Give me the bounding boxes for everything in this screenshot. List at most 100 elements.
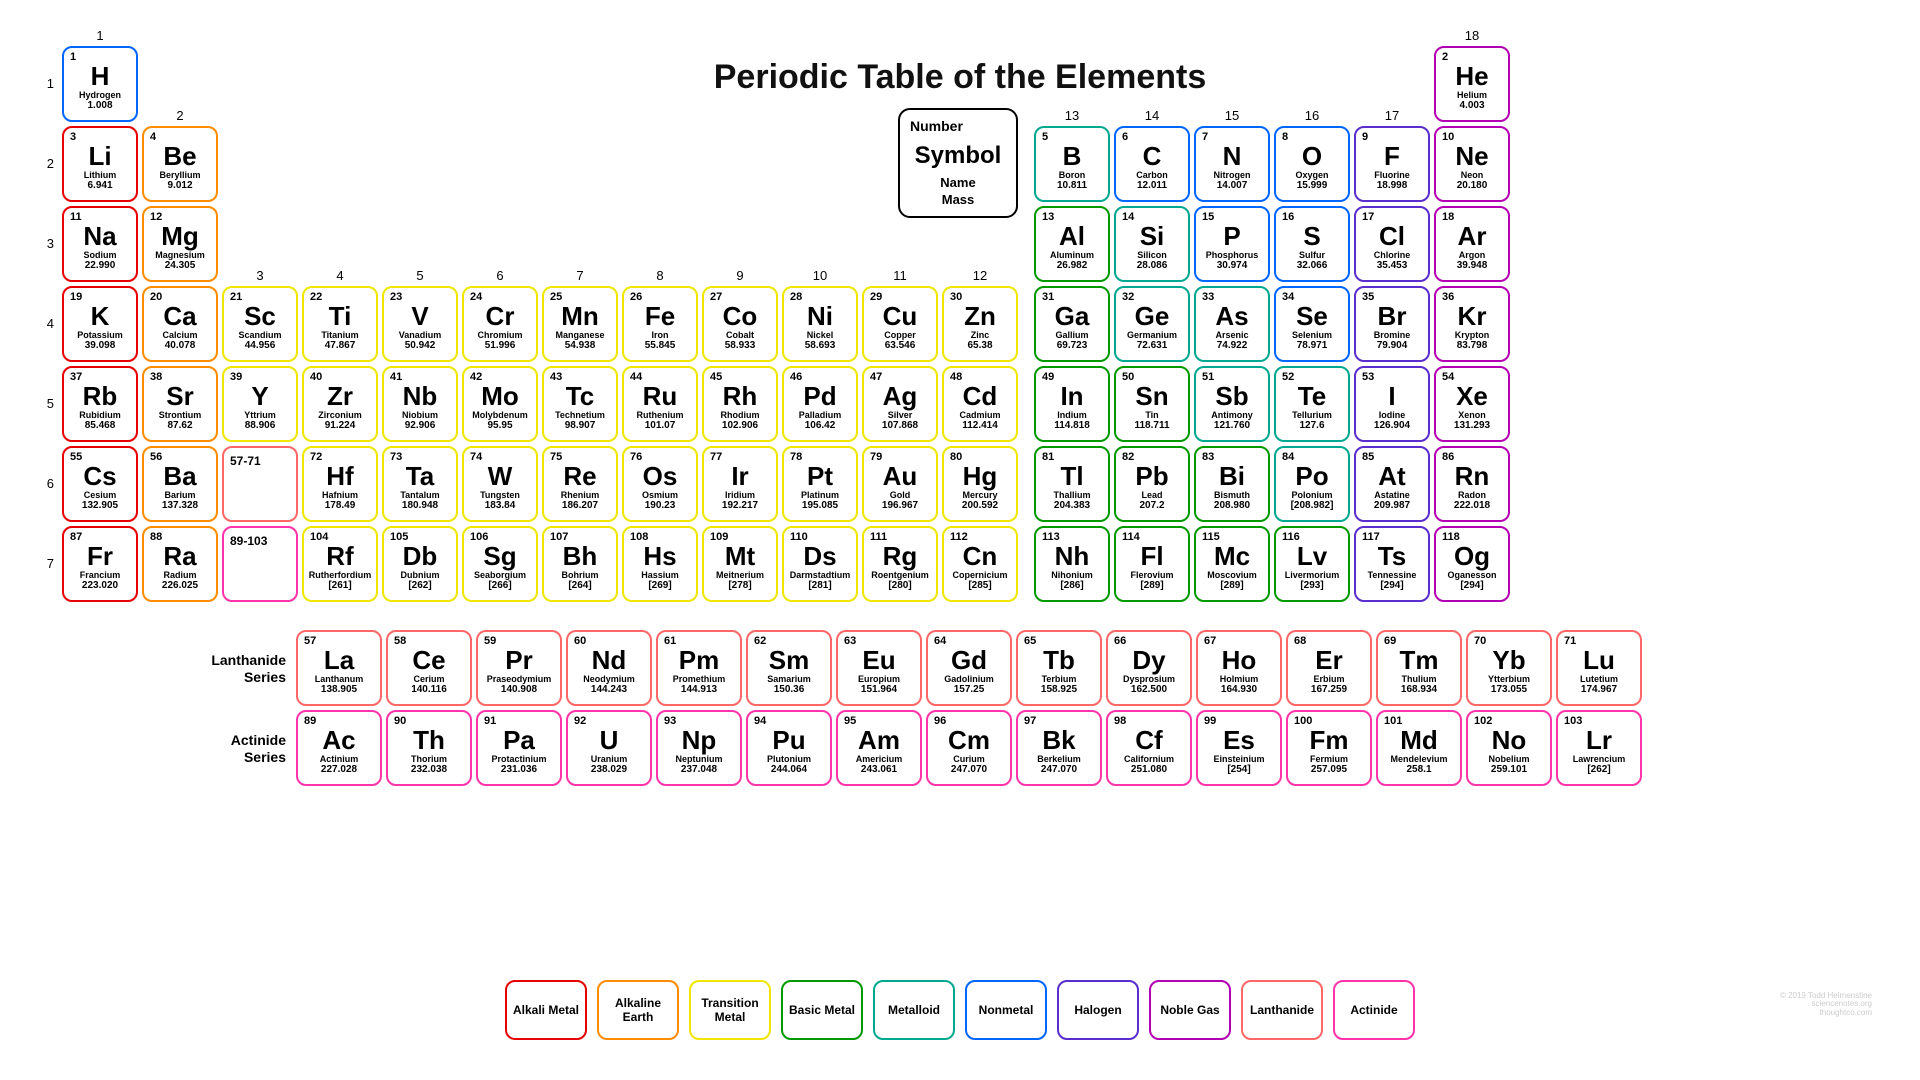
element-mass: 121.760 [1214,421,1250,431]
group-label-3: 3 [222,268,298,283]
element-name: Seaborgium [474,571,526,580]
element-symbol: Tb [1043,647,1075,673]
element-name: Nobelium [1488,755,1529,764]
element-name: Polonium [1292,491,1333,500]
element-symbol: Co [723,303,758,329]
element-name: Europium [858,675,900,684]
element-Ir: 77IrIridium192.217 [702,446,778,522]
element-symbol: Sr [166,383,193,409]
element-mass: 167.259 [1311,685,1347,695]
legend-key-cell: Number Symbol Name Mass [898,108,1018,218]
element-mass: 112.414 [962,421,998,431]
period-label-5: 5 [36,396,54,411]
element-symbol: Sc [244,303,276,329]
element-number: 40 [310,372,322,383]
element-K: 19KPotassium39.098 [62,286,138,362]
page-title: Periodic Table of the Elements [0,58,1920,97]
element-Au: 79AuGold196.967 [862,446,938,522]
group-label-8: 8 [622,268,698,283]
element-Na: 11NaSodium22.990 [62,206,138,282]
element-number: 101 [1384,716,1402,727]
element-Rg: 111RgRoentgenium[280] [862,526,938,602]
element-mass: 101.07 [645,421,676,431]
element-number: 17 [1362,212,1374,223]
element-symbol: Md [1400,727,1438,753]
element-symbol: W [488,463,513,489]
element-number: 8 [1282,132,1288,143]
element-number: 9 [1362,132,1368,143]
element-symbol: Rb [83,383,118,409]
element-number: 98 [1114,716,1126,727]
element-mass: 180.948 [402,501,438,511]
element-symbol: Fm [1310,727,1349,753]
element-number: 90 [394,716,406,727]
element-Es: 99EsEinsteinium[254] [1196,710,1282,786]
element-symbol: Cr [486,303,515,329]
element-mass: 251.080 [1131,765,1167,775]
element-mass: [281] [808,581,831,591]
element-mass: 102.906 [722,421,758,431]
element-Cd: 48CdCadmium112.414 [942,366,1018,442]
key-number-label: Number [910,117,963,135]
element-symbol: Sg [483,543,516,569]
element-name: Neptunium [676,755,723,764]
element-mass: [285] [968,581,991,591]
element-symbol: Db [403,543,438,569]
element-Ts: 117TsTennessine[294] [1354,526,1430,602]
element-number: 56 [150,452,162,463]
element-symbol: Bh [563,543,598,569]
element-number: 114 [1122,532,1140,543]
element-Lv: 116LvLivermorium[293] [1274,526,1350,602]
element-symbol: Ne [1455,143,1488,169]
element-Gd: 64GdGadolinium157.25 [926,630,1012,706]
element-number: 22 [310,292,322,303]
element-W: 74WTungsten183.84 [462,446,538,522]
element-mass: 107.868 [882,421,918,431]
element-symbol: Pm [679,647,719,673]
element-symbol: Dy [1132,647,1165,673]
element-symbol: Hf [326,463,353,489]
element-Fl: 114FlFlerovium[289] [1114,526,1190,602]
element-name: Moscovium [1207,571,1257,580]
element-name: Carbon [1136,171,1168,180]
element-number: 32 [1122,292,1134,303]
element-mass: 157.25 [954,685,985,695]
element-number: 107 [550,532,568,543]
element-symbol: F [1384,143,1400,169]
element-Ds: 110DsDarmstadtium[281] [782,526,858,602]
element-mass: 114.818 [1054,421,1090,431]
element-mass: 126.904 [1374,421,1410,431]
element-number: 62 [754,636,766,647]
element-symbol: Re [563,463,596,489]
element-Ru: 44RuRuthenium101.07 [622,366,698,442]
element-Sg: 106SgSeaborgium[266] [462,526,538,602]
group-label-2: 2 [142,108,218,123]
element-name: Vanadium [399,331,442,340]
element-Ar: 18ArArgon39.948 [1434,206,1510,282]
element-number: 96 [934,716,946,727]
element-symbol: Lu [1583,647,1615,673]
element-name: Rhodium [721,411,760,420]
element-Nd: 60NdNeodymium144.243 [566,630,652,706]
legend-halogen: Halogen [1057,980,1139,1040]
element-mass: [294] [1460,581,1483,591]
element-S: 16SSulfur32.066 [1274,206,1350,282]
element-name: Calcium [162,331,197,340]
element-symbol: Si [1140,223,1165,249]
element-number: 46 [790,372,802,383]
element-name: Hassium [641,571,679,580]
element-number: 110 [790,532,808,543]
element-mass: [289] [1140,581,1163,591]
element-name: Samarium [767,675,811,684]
element-number: 43 [550,372,562,383]
element-number: 45 [710,372,722,383]
element-name: Bismuth [1214,491,1250,500]
element-Co: 27CoCobalt58.933 [702,286,778,362]
element-symbol: Fr [87,543,113,569]
element-mass: 92.906 [405,421,436,431]
element-Re: 75ReRhenium186.207 [542,446,618,522]
key-symbol-label: Symbol [915,140,1002,171]
element-number: 2 [1442,52,1448,63]
element-Al: 13AlAluminum26.982 [1034,206,1110,282]
element-name: Promethium [673,675,726,684]
